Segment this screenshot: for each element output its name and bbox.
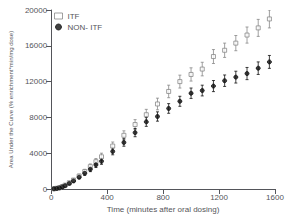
svg-text:1200: 1200 [210,193,228,202]
svg-text:NON- ITF: NON- ITF [68,23,103,32]
svg-text:0: 0 [49,193,54,202]
svg-text:4000: 4000 [29,149,47,158]
svg-text:Area Under the Curve (% enrich: Area Under the Curve (% enrichment*min/m… [8,31,14,168]
svg-text:Time (minutes after oral dosin: Time (minutes after oral dosing) [107,205,220,214]
svg-text:1600: 1600 [266,193,284,202]
svg-text:0: 0 [43,185,48,194]
svg-text:12000: 12000 [25,77,48,86]
svg-text:800: 800 [156,193,170,202]
svg-text:8000: 8000 [29,113,47,122]
svg-text:400: 400 [100,193,114,202]
svg-text:20000: 20000 [25,6,48,15]
svg-text:16000: 16000 [25,41,48,50]
svg-text:ITF: ITF [68,12,80,21]
